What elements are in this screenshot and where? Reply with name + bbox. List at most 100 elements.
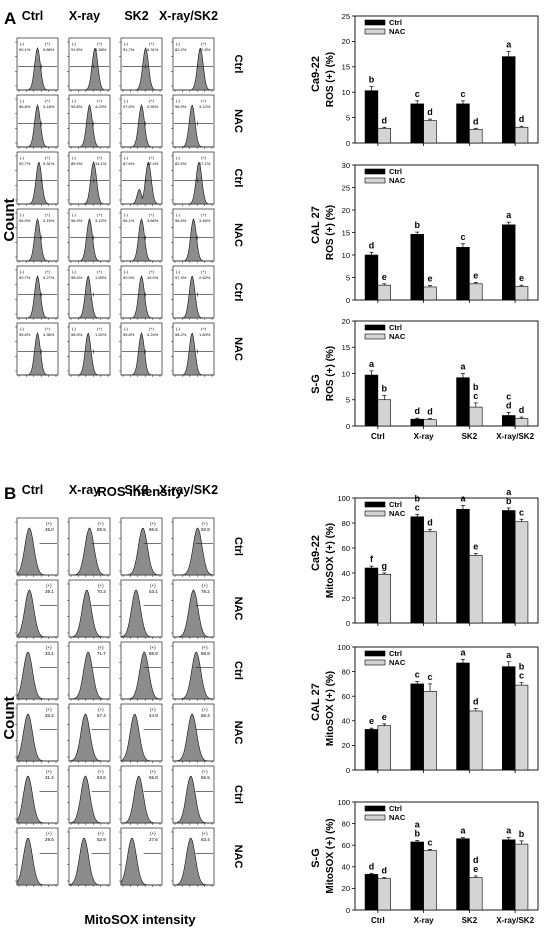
legend-swatch: [364, 333, 386, 340]
column-header: Ctrl: [22, 483, 44, 497]
histogram-peak: [69, 218, 110, 262]
gate-percent-positive: 44.9: [149, 713, 158, 718]
y-tick-label: 80: [342, 519, 350, 528]
significance-letter: a: [460, 362, 466, 372]
row-label: Ctrl: [232, 55, 244, 74]
histogram-cell: (-) (+) 95.6% 4.36%: [15, 322, 59, 377]
bar: [469, 128, 483, 144]
histogram-cell: (-) (+) 82.9% 17.1%: [171, 151, 215, 206]
gate-percent-positive: 3.86%: [147, 218, 159, 223]
gate-percent-positive: 70.3: [97, 589, 106, 594]
legend-swatch: [364, 659, 386, 666]
gate-percent-positive: 33.1: [45, 651, 54, 656]
bar: [423, 419, 437, 427]
gate-label-positive: (+): [46, 707, 52, 712]
gate-label-positive: (+): [98, 521, 104, 526]
gate-label-positive: (+): [97, 98, 103, 103]
y-axis-label: Count: [1, 696, 18, 739]
significance-letter: b: [414, 493, 420, 503]
histogram-peak: [69, 332, 110, 376]
row-label: Ctrl: [232, 283, 244, 302]
gate-label-positive: (+): [201, 326, 207, 331]
gate-percent-positive: 1.83%: [199, 332, 211, 337]
bar: [514, 418, 529, 427]
histogram-cell: (-) (+) 87.6% 12.4%: [119, 151, 163, 206]
significance-letter: c: [460, 232, 465, 242]
legend-label: NAC: [389, 332, 406, 341]
y-tick-label: 5: [346, 113, 350, 122]
significance-letter: d: [369, 861, 375, 871]
significance-letter: g: [382, 561, 388, 571]
gate-label-negative: (-): [20, 41, 25, 46]
histogram-peak: [121, 104, 162, 148]
gate-percent-positive: 65.8: [149, 775, 158, 780]
column-header: SK2: [124, 9, 148, 23]
bar: [364, 90, 379, 144]
x-axis-label: MitoSOX intensity: [84, 912, 196, 927]
histogram-cell: (+)71.7: [67, 641, 111, 701]
gate-label-positive: (+): [98, 831, 104, 836]
gate-percent-negative: 97.4%: [175, 275, 187, 280]
histogram-cell: (+)45.0: [15, 517, 59, 577]
x-tick-label: X-ray: [414, 916, 435, 925]
significance-letter: c: [506, 391, 511, 401]
histogram-peak: [121, 775, 162, 824]
bar: [423, 850, 437, 911]
histogram-cell: (+)85.5: [67, 517, 111, 577]
gate-percent-positive: 71.7: [97, 651, 106, 656]
significance-letter: b: [369, 75, 375, 85]
significance-letter: d: [519, 405, 525, 415]
histogram-peak: [16, 589, 58, 638]
gate-label-positive: (+): [149, 326, 155, 331]
histogram-peak: [173, 218, 214, 262]
gate-percent-positive: 3.12%: [199, 104, 211, 109]
row-label: Ctrl: [232, 169, 244, 188]
significance-letter: d: [427, 517, 433, 527]
y-tick-label: 0: [346, 139, 350, 148]
histogram-peak: [17, 218, 58, 262]
y-tick-label: 0: [346, 422, 350, 431]
y-tick-label: 20: [342, 594, 350, 603]
gate-percent-positive: 17.8%: [199, 47, 211, 52]
histogram-cell: (+)52.9: [67, 827, 111, 887]
significance-letter: c: [460, 89, 465, 99]
y-tick-label: 60: [342, 544, 350, 553]
significance-letter: e: [428, 274, 433, 284]
y-tick-label: 5: [346, 273, 350, 282]
histogram-peak: [120, 837, 162, 886]
significance-letter: c: [519, 671, 524, 681]
gate-label-positive: (+): [98, 769, 104, 774]
gate-label-positive: (+): [201, 155, 207, 160]
gate-label-positive: (+): [202, 707, 208, 712]
gate-percent-positive: 14.1%: [95, 161, 107, 166]
gate-percent-negative: 90.7%: [19, 275, 31, 280]
y-tick-label: 100: [337, 494, 350, 503]
bar: [456, 662, 470, 771]
histogram-cell: (+)92.8: [171, 517, 215, 577]
legend-swatch: [364, 510, 386, 517]
histogram-cell: (+)57.4: [67, 703, 111, 763]
y-tick-label: 20: [342, 37, 350, 46]
significance-letter: c: [415, 669, 420, 679]
bar: [502, 56, 516, 144]
y-tick-label: 15: [342, 343, 350, 352]
histogram-cell: (-) (+) 96.9% 3.15%: [15, 208, 59, 263]
gate-label-negative: (-): [176, 41, 181, 46]
gate-percent-positive: 8.38%: [95, 47, 107, 52]
y-tick-label: 15: [342, 228, 350, 237]
histogram-cell: (+)39.1: [15, 579, 59, 639]
histogram-cell: (-) (+) 91.7% 8.31%: [119, 37, 163, 92]
histogram-peak: [17, 161, 58, 205]
gate-percent-negative: 87.6%: [123, 161, 135, 166]
histogram-cell: (+)33.1: [15, 641, 59, 701]
histogram-peak: [121, 161, 162, 205]
column-header: X-ray/SK2: [159, 9, 218, 23]
bar-chart: 0 20 40 60 80 100 MitoSOX (+) (%)CAL 27 CtrlNAC…: [310, 643, 539, 775]
x-tick-label: X-ray/SK2: [496, 432, 534, 441]
significance-letter: e: [369, 716, 374, 726]
gate-label-positive: (+): [150, 831, 156, 836]
histogram-frame: [172, 151, 215, 205]
